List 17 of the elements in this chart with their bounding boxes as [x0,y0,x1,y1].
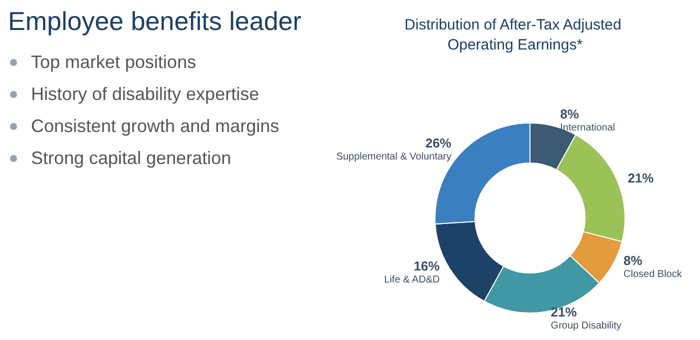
text: Top market positions [31,52,196,73]
slice-label: Supplemental & Voluntary [336,151,452,162]
data-label: 21% [628,170,654,186]
text: Consistent growth and margins [31,116,280,137]
text: History of disability expertise [31,84,260,105]
chart-title: Distribution of After-Tax Adjusted Operating Earnings* [404,16,626,54]
slice-label: International [560,122,616,134]
data-label: 26% [425,135,452,150]
slice-label: Life & AD&D [384,274,440,286]
slice-label: Group Disability [550,320,622,332]
data-label: 21% [550,304,578,320]
data-label: 8% [624,253,643,268]
data-label: 16% [414,258,440,274]
text: Strong capital generation [31,148,232,169]
data-label: 8% [560,106,580,122]
text: Employee benefits leader [8,6,302,37]
slice-label: Closed Block [624,269,683,280]
